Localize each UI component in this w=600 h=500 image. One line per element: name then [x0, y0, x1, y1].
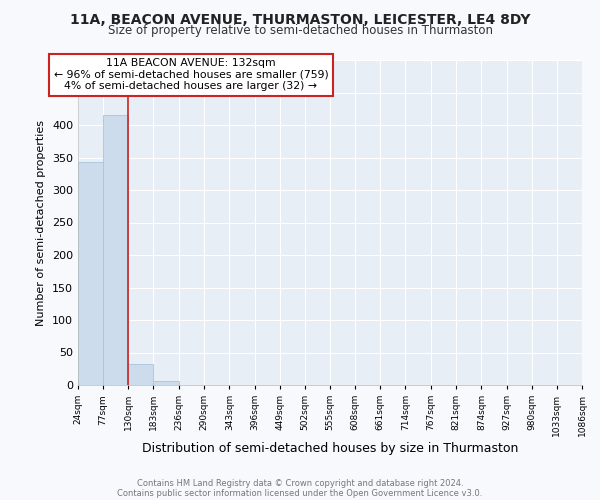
Bar	[154, 381, 179, 385]
Y-axis label: Number of semi-detached properties: Number of semi-detached properties	[37, 120, 46, 326]
Text: 11A BEACON AVENUE: 132sqm
← 96% of semi-detached houses are smaller (759)
4% of : 11A BEACON AVENUE: 132sqm ← 96% of semi-…	[53, 58, 328, 91]
X-axis label: Distribution of semi-detached houses by size in Thurmaston: Distribution of semi-detached houses by …	[142, 442, 518, 454]
Bar	[128, 364, 154, 385]
Text: 11A, BEACON AVENUE, THURMASTON, LEICESTER, LE4 8DY: 11A, BEACON AVENUE, THURMASTON, LEICESTE…	[70, 12, 530, 26]
Text: Size of property relative to semi-detached houses in Thurmaston: Size of property relative to semi-detach…	[107, 24, 493, 37]
Bar	[78, 162, 103, 385]
Text: Contains public sector information licensed under the Open Government Licence v3: Contains public sector information licen…	[118, 488, 482, 498]
Text: Contains HM Land Registry data © Crown copyright and database right 2024.: Contains HM Land Registry data © Crown c…	[137, 478, 463, 488]
Bar	[103, 114, 128, 385]
